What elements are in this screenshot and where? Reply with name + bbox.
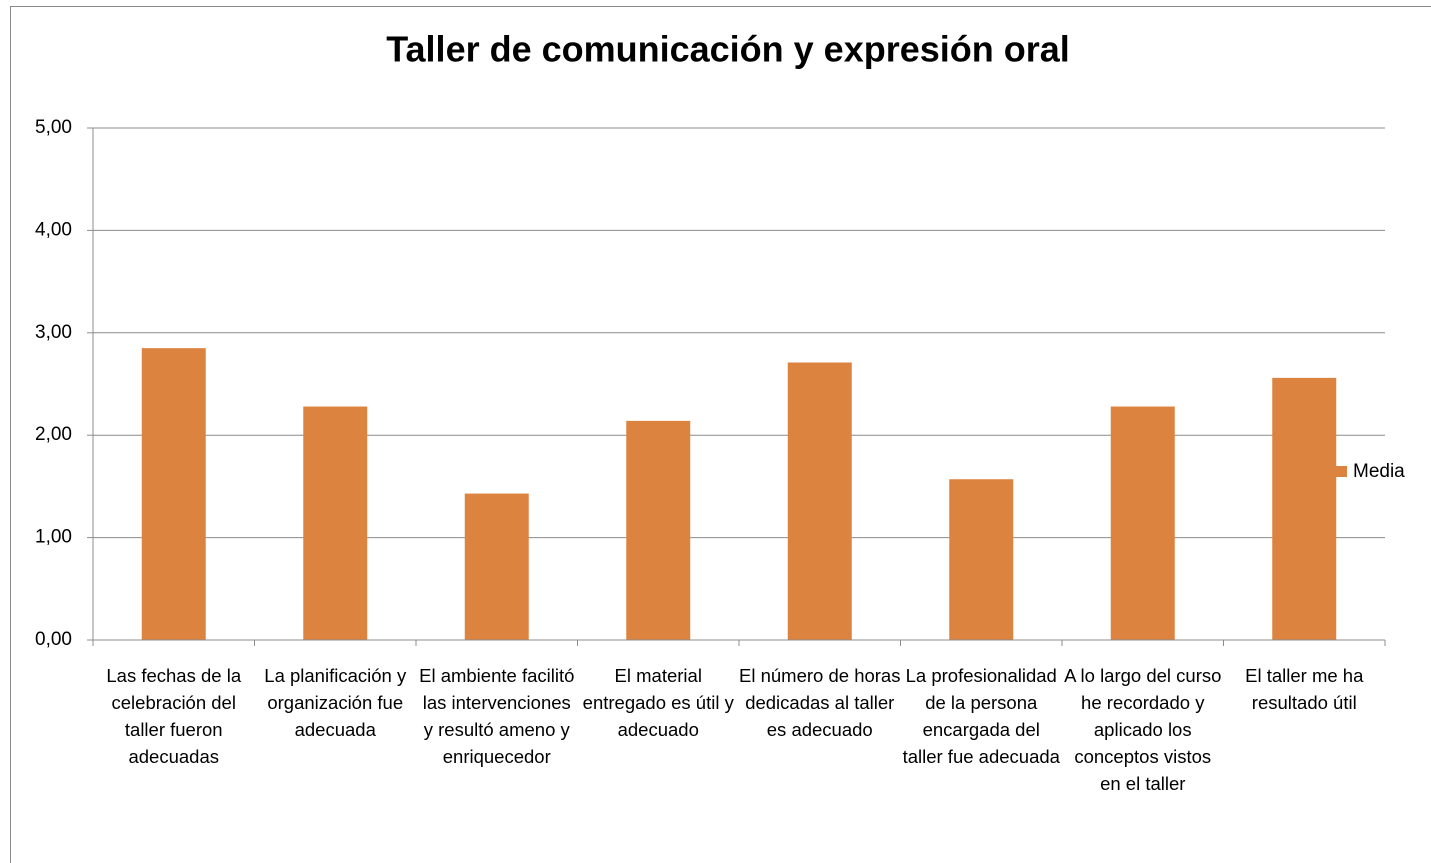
bar xyxy=(303,406,368,640)
bar xyxy=(464,493,529,640)
y-tick-label: 3,00 xyxy=(35,322,72,343)
x-tick-label: El número de horas dedicadas al taller e… xyxy=(739,665,901,740)
x-tick-label: El ambiente facilitó las intervenciones … xyxy=(419,665,575,767)
x-tick-label: La profesionalidad de la persona encarga… xyxy=(902,665,1060,767)
bar xyxy=(141,348,206,640)
x-tick-label: A lo largo del curso he recordado y apli… xyxy=(1064,665,1222,794)
bar xyxy=(949,479,1014,640)
x-tick-label: El taller me ha resultado útil xyxy=(1245,665,1364,713)
legend-swatch xyxy=(1336,466,1347,477)
bar xyxy=(1110,406,1175,640)
y-tick-label: 1,00 xyxy=(35,527,72,548)
y-tick-label: 5,00 xyxy=(35,117,72,138)
x-tick-label: La planificación y organización fue adec… xyxy=(264,665,407,740)
bar xyxy=(1272,377,1337,640)
x-tick-label: Las fechas de la celebración del taller … xyxy=(106,665,242,767)
bar xyxy=(787,362,852,640)
y-tick-label: 4,00 xyxy=(35,219,72,240)
chart-title: Taller de comunicación y expresión oral xyxy=(386,29,1070,70)
y-tick-label: 2,00 xyxy=(35,424,72,445)
chart-border xyxy=(10,6,1431,863)
bar xyxy=(626,420,691,640)
legend-label: Media xyxy=(1353,461,1405,482)
y-tick-label: 0,00 xyxy=(35,629,72,650)
x-tick-label: El material entregado es útil y adecuado xyxy=(582,665,734,740)
